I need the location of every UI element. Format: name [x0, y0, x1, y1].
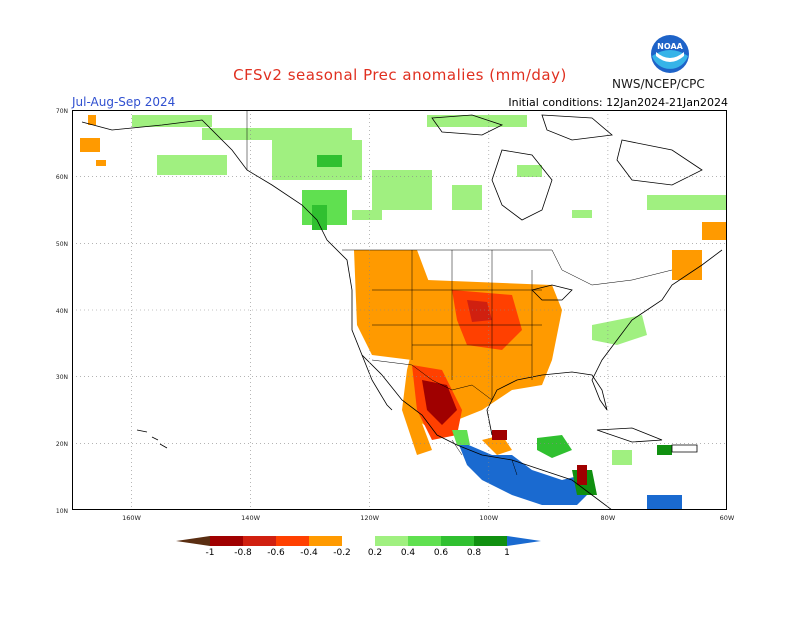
gridlines	[72, 110, 727, 510]
colorbar-tick-label: 0.2	[367, 548, 383, 558]
colorbar-tick-label: -0.4	[300, 548, 318, 558]
lon-axis: 160W 140W 120W 100W 80W 60W	[122, 514, 735, 522]
colorbar-tick-label: 0.8	[466, 548, 482, 558]
lat-label: 20N	[56, 441, 68, 448]
lon-label: 60W	[720, 514, 735, 522]
lat-label: 40N	[56, 308, 68, 315]
colorbar-cell	[309, 536, 342, 546]
colorbar-cell	[342, 536, 375, 546]
lon-label: 160W	[122, 514, 141, 522]
colorbar-tick-label: -0.6	[267, 548, 285, 558]
lon-label: 120W	[360, 514, 379, 522]
lat-label: 60N	[56, 174, 68, 181]
anomaly-fields	[80, 115, 727, 510]
colorbar-arrow-low	[176, 536, 210, 546]
colorbar-tick-label: -0.2	[333, 548, 351, 558]
colorbar-cell	[375, 536, 408, 546]
colorbar-cell	[474, 536, 507, 546]
colorbar-cell	[408, 536, 441, 546]
season-label: Jul-Aug-Sep 2024	[72, 95, 176, 109]
colorbar-tick-label: 1	[504, 548, 510, 558]
lat-label: 50N	[56, 241, 68, 248]
colorbar-cell	[276, 536, 309, 546]
noaa-logo: NOAA	[650, 34, 690, 74]
colorbar-cell	[210, 536, 243, 546]
map-frame	[72, 110, 727, 510]
precipitation-anomaly-map	[72, 110, 727, 510]
political-borders	[246, 110, 673, 476]
lat-label: 10N	[56, 508, 68, 515]
colorbar-arrow-high	[507, 536, 541, 546]
colorbar-tick-label: -0.8	[234, 548, 252, 558]
lat-label: 70N	[56, 108, 68, 115]
lat-label: 30N	[56, 374, 68, 381]
initial-conditions-label: Initial conditions: 12Jan2024-21Jan2024	[508, 96, 728, 109]
colorbar-tick-label: -1	[205, 548, 215, 558]
colorbar-cell	[243, 536, 276, 546]
lat-axis: 70N 60N 50N 40N 30N 20N 10N	[56, 108, 68, 515]
colorbar-tick-label: 0.4	[400, 548, 416, 558]
lon-label: 80W	[601, 514, 616, 522]
lon-label: 100W	[479, 514, 498, 522]
colorbar-cell	[441, 536, 474, 546]
lon-label: 140W	[241, 514, 260, 522]
colorbar-tick-label: 0.6	[433, 548, 449, 558]
chart-title: CFSv2 seasonal Prec anomalies (mm/day)	[233, 66, 567, 84]
logo-text: NOAA	[657, 42, 683, 51]
colorbar	[176, 536, 541, 546]
agency-label: NWS/NCEP/CPC	[612, 77, 705, 91]
